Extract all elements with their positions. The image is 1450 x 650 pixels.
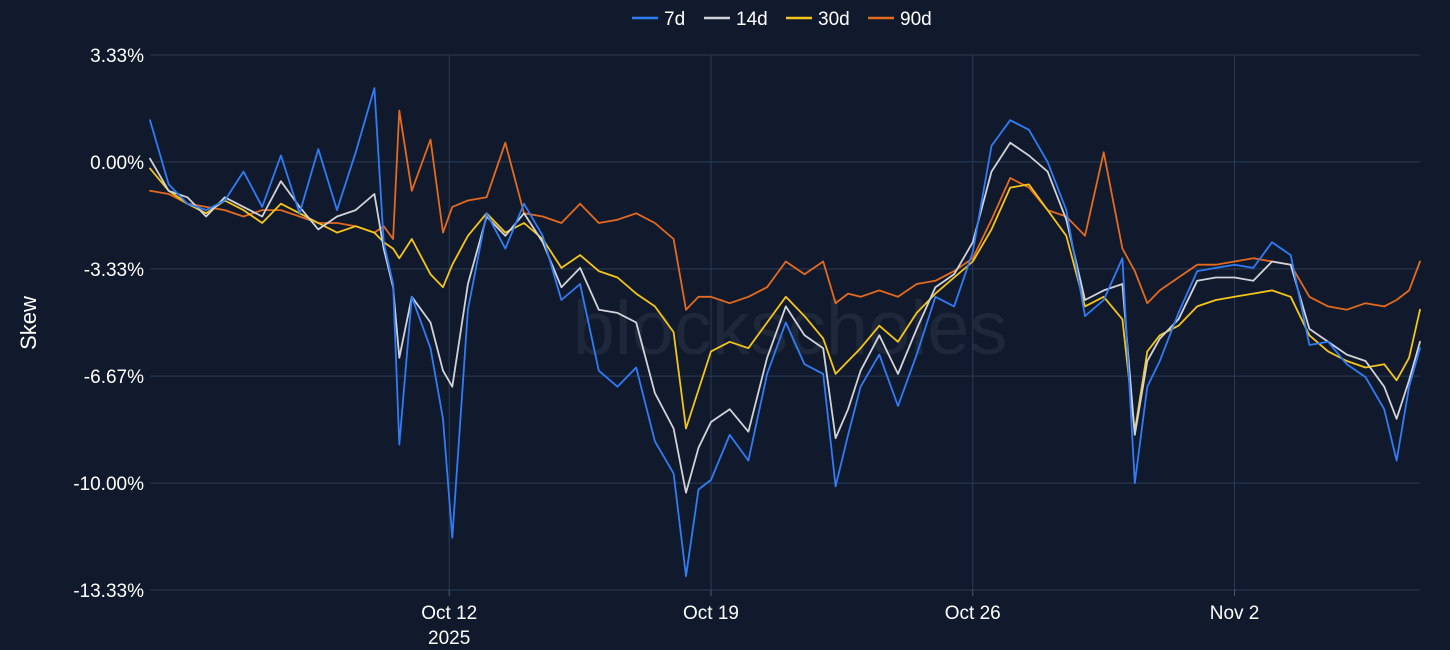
y-tick-label: 0.00% xyxy=(90,153,144,174)
legend: 7d 14d 30d 90d xyxy=(632,9,932,30)
grid-lines xyxy=(150,54,1420,596)
series-lines xyxy=(149,87,1421,578)
legend-item-90d: 90d xyxy=(868,9,932,30)
x-axis: Oct 12 2025 Oct 19 Oct 26 Nov 2 xyxy=(421,603,1259,649)
legend-label: 14d xyxy=(736,9,768,30)
legend-label: 30d xyxy=(818,9,850,30)
x-tick-label: Oct 12 xyxy=(421,603,477,624)
y-tick-label: -6.67% xyxy=(84,367,144,388)
x-tick-label: Nov 2 xyxy=(1210,603,1260,624)
legend-label: 7d xyxy=(664,9,685,30)
y-tick-label: -10.00% xyxy=(73,474,144,495)
legend-item-7d: 7d xyxy=(632,9,685,30)
x-tick-label: Oct 19 xyxy=(683,603,739,624)
y-axis: 3.33% 0.00% -3.33% -6.67% -10.00% -13.33% xyxy=(73,46,144,602)
y-tick-label: -3.33% xyxy=(84,260,144,281)
series-line-30d xyxy=(149,167,1421,433)
x-tick-sublabel: 2025 xyxy=(428,628,470,649)
series-line-90d xyxy=(149,109,1421,311)
x-tick-label: Oct 26 xyxy=(945,603,1001,624)
y-tick-label: -13.33% xyxy=(73,581,144,602)
legend-label: 90d xyxy=(900,9,932,30)
legend-item-14d: 14d xyxy=(704,9,768,30)
series-line-14d xyxy=(149,141,1421,494)
series-line-7d xyxy=(149,87,1421,578)
y-tick-label: 3.33% xyxy=(90,46,144,67)
legend-item-30d: 30d xyxy=(786,9,850,30)
y-axis-title: Skew xyxy=(16,296,41,350)
